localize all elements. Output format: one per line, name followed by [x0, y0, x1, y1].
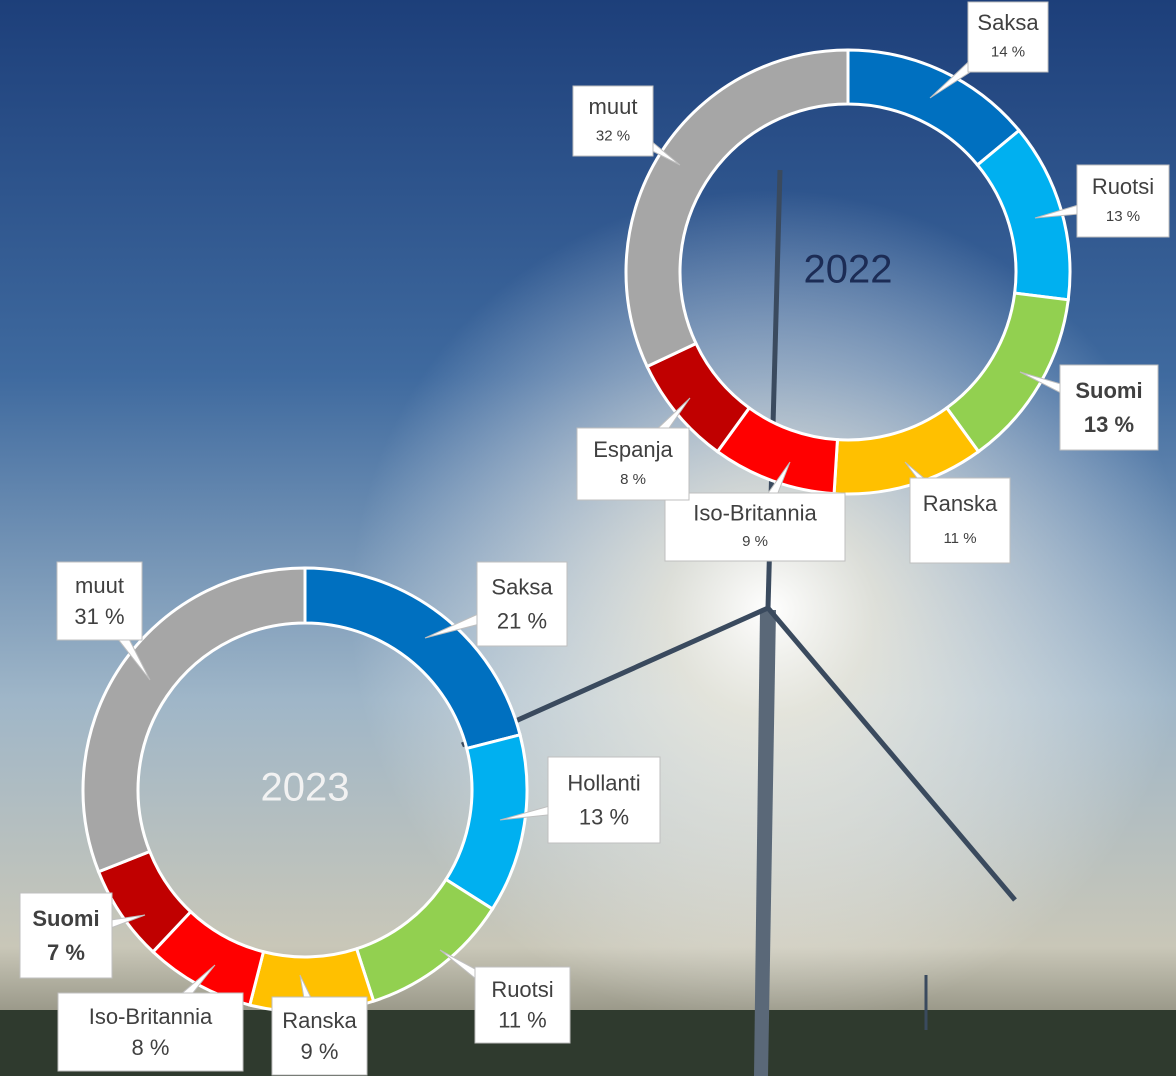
value-label: 9 % — [742, 533, 768, 550]
category-label: Suomi — [32, 906, 99, 931]
category-label: Ranska — [282, 1008, 357, 1033]
category-label: Iso-Britannia — [89, 1004, 213, 1029]
value-label: 13 % — [579, 805, 629, 830]
category-label: Espanja — [593, 437, 673, 462]
value-label: 9 % — [301, 1039, 339, 1064]
category-label: Saksa — [491, 575, 553, 600]
category-label: muut — [589, 94, 638, 119]
category-label: Saksa — [977, 10, 1039, 35]
category-label: muut — [75, 573, 124, 598]
category-label: Ranska — [923, 491, 998, 516]
value-label: 31 % — [74, 604, 124, 629]
value-label: 21 % — [497, 608, 547, 633]
category-label: Iso-Britannia — [693, 501, 817, 526]
value-label: 11 % — [943, 530, 976, 547]
value-label: 32 % — [596, 127, 630, 144]
center-label: 2022 — [804, 248, 893, 292]
value-label: 13 % — [1084, 412, 1134, 437]
page: 2022 Saksa 14 % Ruotsi 13 % Suomi 13 % Ranska 11… — [0, 0, 1176, 1076]
value-label: 8 % — [620, 471, 646, 488]
category-label: Suomi — [1075, 378, 1142, 403]
slide: 2022 Saksa 14 % Ruotsi 13 % Suomi 13 % Ranska 11… — [0, 0, 1176, 1076]
category-label: Ruotsi — [491, 977, 553, 1002]
value-label: 11 % — [498, 1008, 547, 1033]
value-label: 14 % — [991, 43, 1025, 60]
category-label: Hollanti — [567, 770, 640, 795]
value-label: 7 % — [47, 940, 85, 965]
value-label: 13 % — [1106, 208, 1140, 225]
value-label: 8 % — [132, 1035, 170, 1060]
center-label: 2023 — [261, 766, 350, 810]
category-label: Ruotsi — [1092, 174, 1154, 199]
